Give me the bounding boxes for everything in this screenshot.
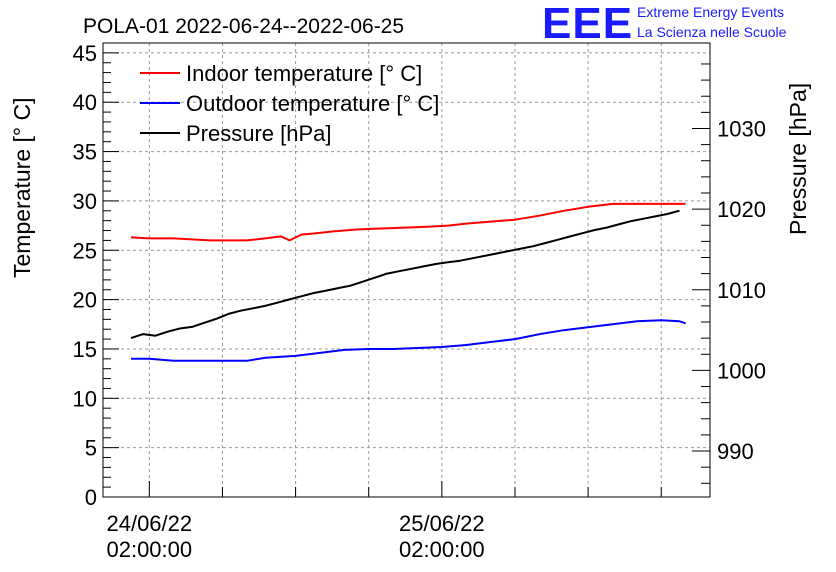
y-tick-label: 40 <box>73 90 97 115</box>
x-tick-time-label: 02:00:00 <box>106 537 192 562</box>
right-axis: 990 1000 1010 1020 1030 <box>692 63 766 484</box>
y-tick-label: 15 <box>73 337 97 362</box>
legend-label-1: Outdoor temperature [° C] <box>186 91 439 116</box>
x-tick-time-label: 02:00:00 <box>399 537 485 562</box>
logo-line-2: La Scienza nelle Scuole <box>637 24 787 40</box>
eee-logo: EEE <box>542 0 634 48</box>
y2-tick-label: 1010 <box>717 278 766 303</box>
grid-lines <box>103 43 710 497</box>
y-tick-label: 30 <box>73 189 97 214</box>
legend-label-2: Pressure [hPa] <box>186 121 332 146</box>
y-tick-label: 0 <box>85 485 97 510</box>
series-layer <box>130 202 686 362</box>
logo-line-1: Extreme Energy Events <box>637 4 785 20</box>
y-tick-label: 5 <box>85 436 97 461</box>
left-axis: 0 5 10 15 20 25 30 35 40 45 <box>73 41 119 510</box>
x-tick-date-label: 25/06/22 <box>399 511 485 536</box>
y-tick-label: 25 <box>73 238 97 263</box>
y-tick-label: 20 <box>73 288 97 313</box>
y2-tick-label: 1020 <box>717 197 766 222</box>
y2-tick-label: 1000 <box>717 358 766 383</box>
y-axis-label: Temperature [° C] <box>9 98 35 279</box>
series-line-2 <box>130 209 680 340</box>
y2-axis-label: Pressure [hPa] <box>785 83 811 235</box>
chart-title: POLA-01 2022-06-24--2022-06-25 <box>83 15 404 38</box>
y-tick-label: 45 <box>73 41 97 66</box>
legend-label-0: Indoor temperature [° C] <box>186 61 422 86</box>
y2-tick-label: 1030 <box>717 116 766 141</box>
series-line-1 <box>131 319 686 362</box>
legend: Indoor temperature [° C] Outdoor temperat… <box>140 61 439 146</box>
series-line-0 <box>130 202 686 242</box>
y-tick-label: 10 <box>73 386 97 411</box>
x-tick-date-label: 24/06/22 <box>106 511 192 536</box>
y2-tick-label: 990 <box>717 439 754 464</box>
y-tick-label: 35 <box>73 140 97 165</box>
